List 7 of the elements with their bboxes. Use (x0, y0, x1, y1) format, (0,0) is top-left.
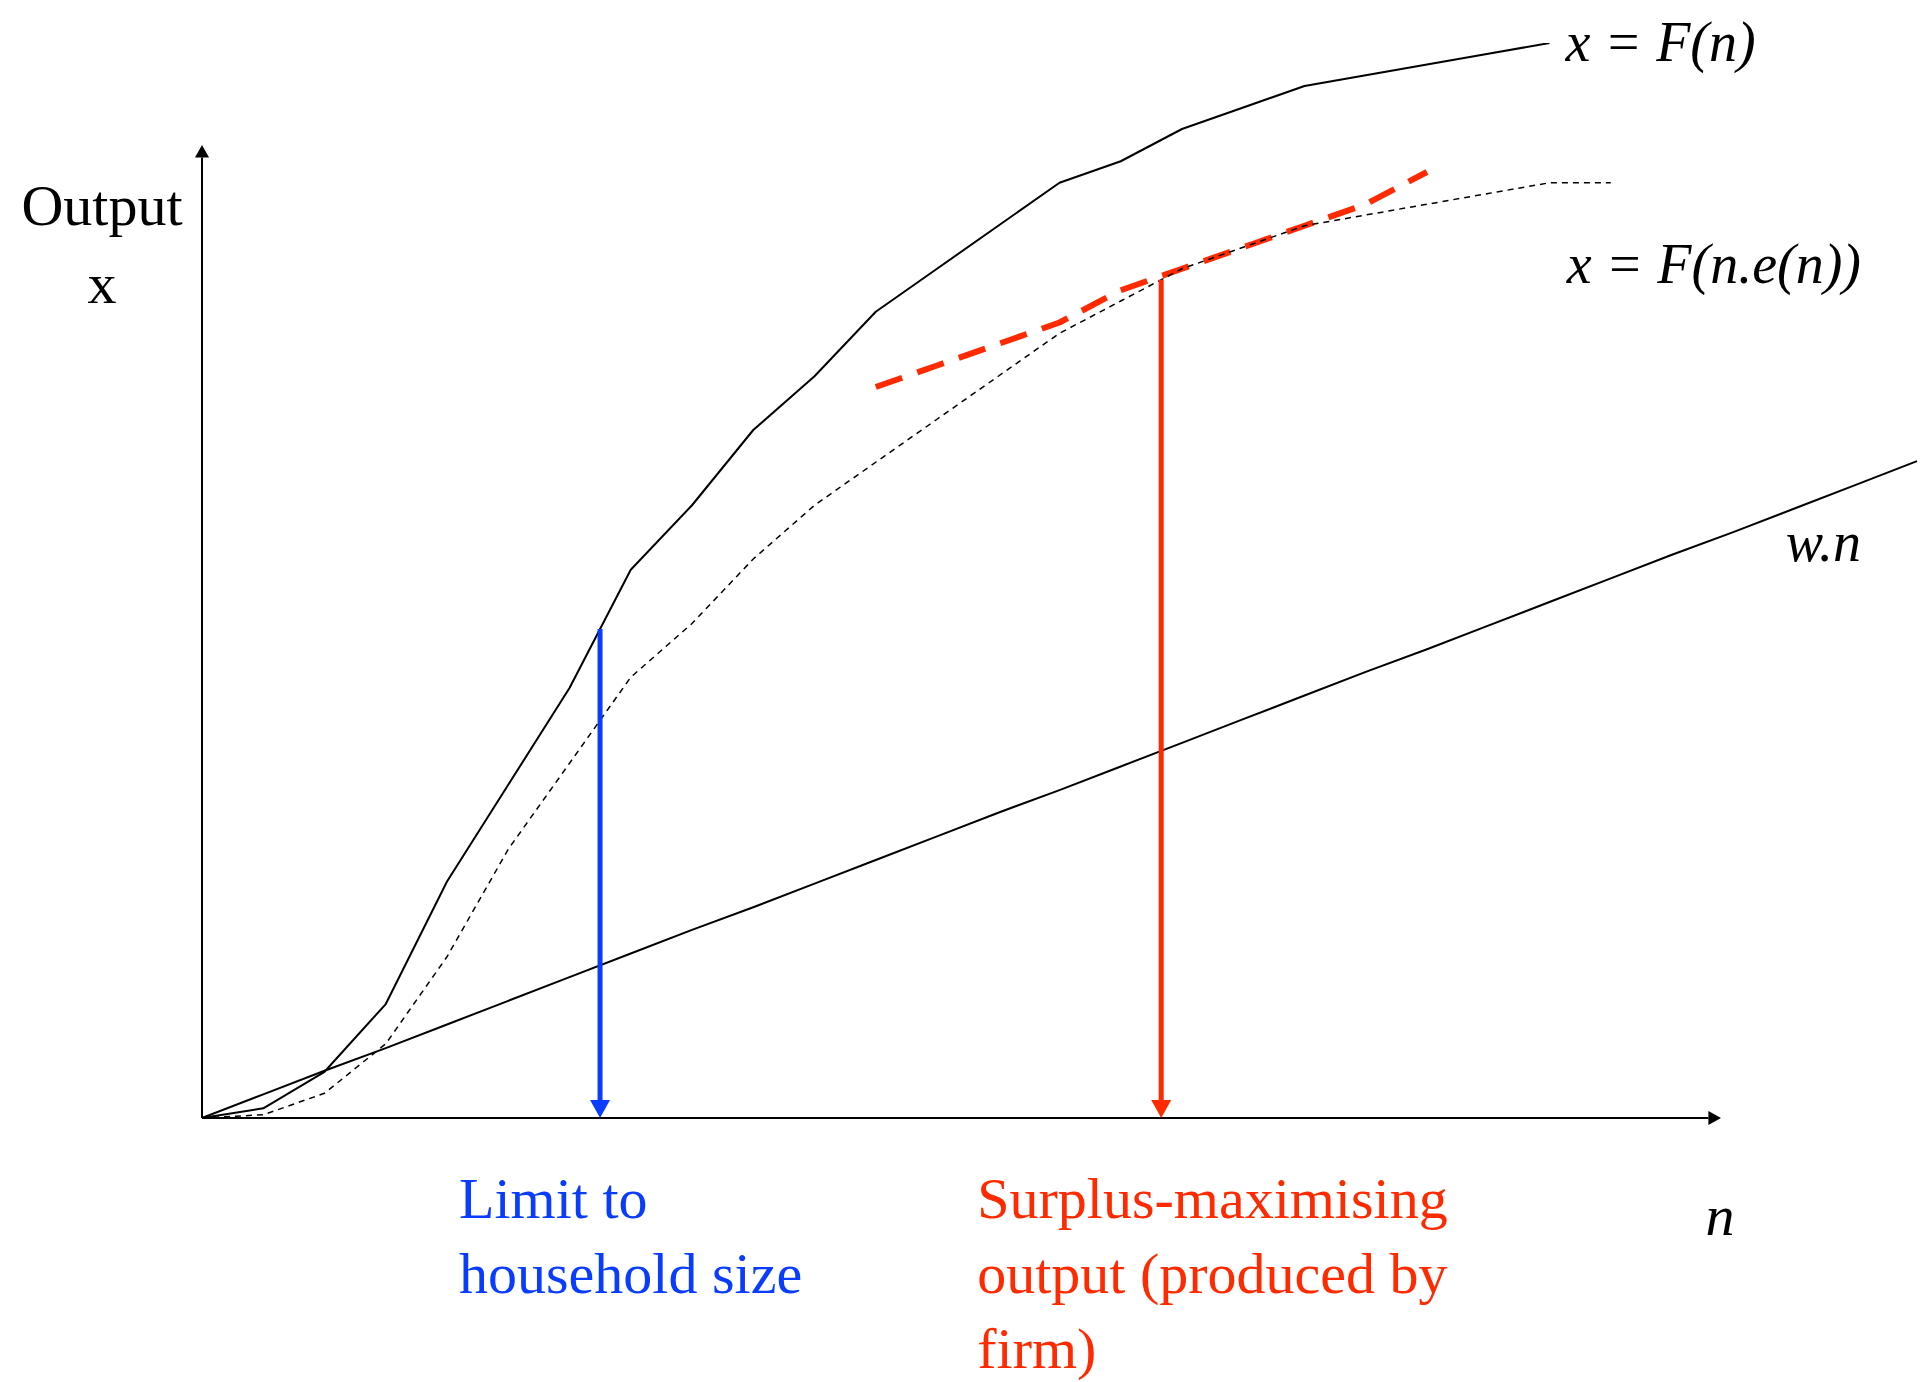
x-axis-title: n (1705, 1183, 1735, 1248)
text: Limit to household size (459, 1166, 803, 1306)
y-axis-title: Output x (21, 173, 183, 316)
series-label: w.n (1785, 511, 1861, 574)
text: Surplus-maximising output (produced by firm) (977, 1166, 1448, 1381)
series-label: x = F(n) (1564, 11, 1756, 74)
series-label: x = F(n.e(n)) (1565, 232, 1861, 296)
